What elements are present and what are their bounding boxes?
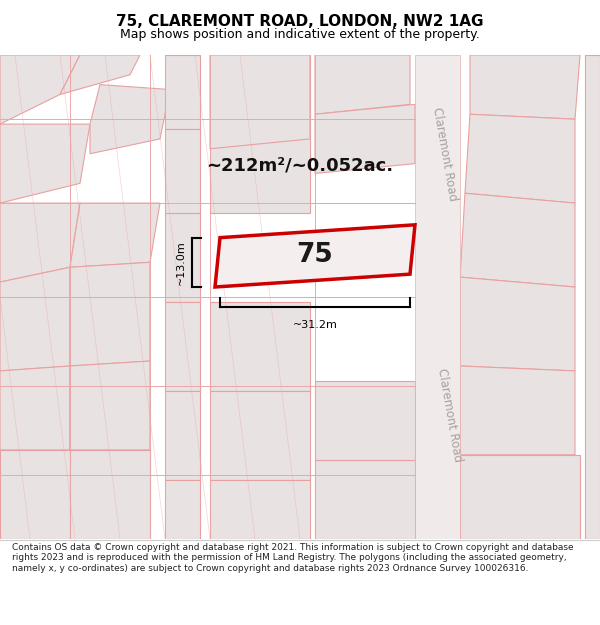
Polygon shape (315, 460, 415, 539)
Polygon shape (210, 302, 310, 391)
Polygon shape (460, 193, 575, 287)
Text: ~31.2m: ~31.2m (293, 319, 337, 329)
Polygon shape (315, 55, 410, 114)
Polygon shape (0, 366, 70, 450)
Text: Claremont Road: Claremont Road (436, 368, 464, 463)
Text: 75: 75 (296, 242, 334, 268)
Polygon shape (315, 104, 415, 174)
Polygon shape (90, 84, 170, 154)
Text: ~13.0m: ~13.0m (176, 240, 186, 285)
Polygon shape (210, 55, 310, 129)
Polygon shape (165, 129, 200, 213)
Polygon shape (165, 391, 200, 479)
Polygon shape (0, 450, 70, 539)
Polygon shape (0, 268, 70, 371)
Polygon shape (585, 55, 600, 539)
Text: 75, CLAREMONT ROAD, LONDON, NW2 1AG: 75, CLAREMONT ROAD, LONDON, NW2 1AG (116, 14, 484, 29)
Polygon shape (0, 124, 90, 203)
Text: Map shows position and indicative extent of the property.: Map shows position and indicative extent… (120, 28, 480, 41)
Polygon shape (0, 55, 80, 124)
Text: Claremont Road: Claremont Road (430, 106, 460, 202)
Polygon shape (460, 366, 575, 455)
Polygon shape (415, 55, 460, 539)
Polygon shape (70, 450, 150, 539)
Polygon shape (0, 203, 80, 282)
Polygon shape (60, 55, 140, 94)
Polygon shape (70, 203, 160, 268)
Polygon shape (210, 129, 310, 213)
Polygon shape (165, 213, 200, 302)
Polygon shape (70, 262, 150, 366)
Polygon shape (210, 55, 310, 149)
Polygon shape (470, 55, 580, 119)
Polygon shape (215, 225, 415, 287)
Polygon shape (315, 381, 415, 460)
Polygon shape (210, 479, 310, 539)
Polygon shape (460, 277, 575, 371)
Polygon shape (165, 55, 200, 129)
Polygon shape (460, 455, 580, 539)
Polygon shape (165, 479, 200, 539)
Text: ~212m²/~0.052ac.: ~212m²/~0.052ac. (206, 157, 394, 174)
Polygon shape (210, 391, 310, 479)
Polygon shape (165, 302, 200, 391)
Polygon shape (70, 361, 150, 450)
Polygon shape (465, 114, 575, 203)
Text: Contains OS data © Crown copyright and database right 2021. This information is : Contains OS data © Crown copyright and d… (12, 543, 574, 573)
